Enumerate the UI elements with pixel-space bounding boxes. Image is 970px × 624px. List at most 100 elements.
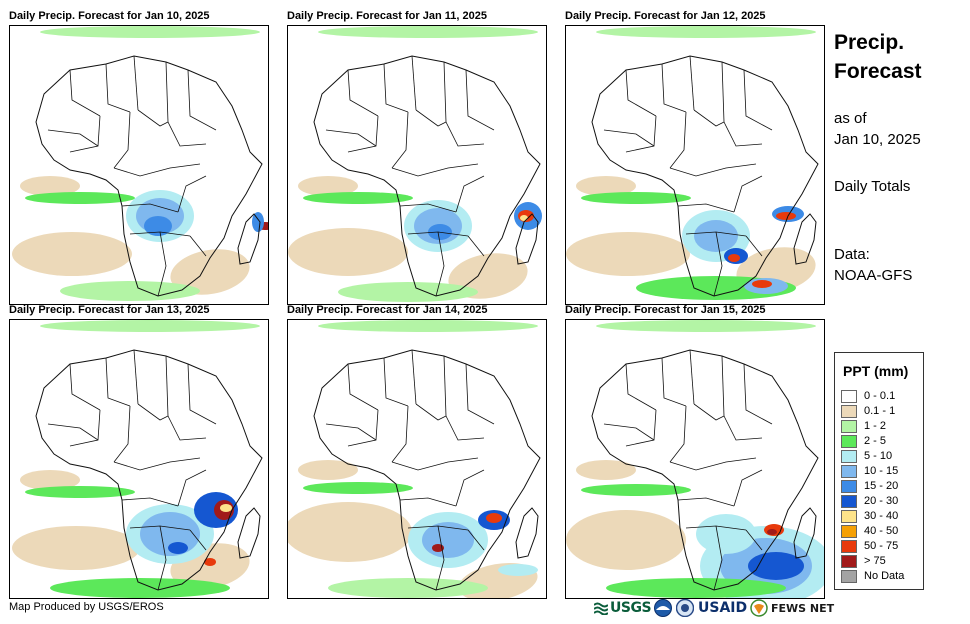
- precip-area: [576, 176, 636, 196]
- country-border: [625, 69, 657, 117]
- precip-area: [576, 460, 636, 480]
- usgs-wave-icon: [594, 602, 608, 615]
- country-border: [399, 497, 457, 507]
- commerce-seal: [676, 597, 694, 619]
- country-border: [745, 235, 763, 257]
- precip-area: [298, 176, 358, 196]
- country-border: [133, 349, 139, 405]
- credit-text: Map Produced by USGS/EROS: [9, 601, 164, 613]
- country-border: [105, 357, 131, 407]
- legend-item: 2 - 5: [841, 434, 921, 448]
- country-border: [121, 203, 179, 213]
- country-border: [693, 109, 725, 127]
- precip-area: [696, 514, 756, 554]
- legend-item: 10 - 15: [841, 464, 921, 478]
- country-border: [455, 175, 485, 213]
- africa-map: [288, 26, 546, 304]
- legend-item: 0 - 0.1: [841, 389, 921, 403]
- legend-item: 50 - 75: [841, 539, 921, 553]
- precip-area: [432, 544, 444, 552]
- country-border: [625, 363, 657, 411]
- country-border: [47, 423, 99, 441]
- legend-swatch: [841, 570, 857, 583]
- precip-area: [776, 212, 796, 220]
- country-border: [167, 121, 207, 147]
- legend-item: 20 - 30: [841, 494, 921, 508]
- legend-item: 40 - 50: [841, 524, 921, 538]
- country-border: [743, 363, 773, 425]
- precip-area: [220, 504, 232, 512]
- legend-item: 1 - 2: [841, 419, 921, 433]
- country-border: [411, 55, 417, 111]
- legend-label: 5 - 10: [864, 450, 893, 462]
- legend-label: 0 - 0.1: [864, 390, 896, 402]
- country-border: [113, 405, 131, 463]
- precip-area: [40, 26, 260, 38]
- forecast-map: [9, 319, 269, 599]
- precip-area: [60, 281, 200, 301]
- sidebar-title-line1: Precip.: [834, 31, 905, 54]
- precip-area: [328, 578, 488, 598]
- country-border: [187, 69, 217, 131]
- precip-area: [288, 502, 412, 562]
- usgs-logo: USGS: [594, 597, 652, 619]
- country-border: [157, 231, 167, 297]
- usgs-text: USGS: [610, 600, 652, 616]
- legend-label: 0.1 - 1: [864, 405, 896, 417]
- precip-area: [288, 228, 408, 276]
- forecast-map: [565, 319, 825, 599]
- legend-swatch: [841, 555, 857, 568]
- country-border: [391, 405, 409, 463]
- precip-area: [168, 542, 188, 554]
- africa-outline: [591, 349, 819, 591]
- usaid-logo: USAID: [698, 597, 747, 619]
- legend-item: 0.1 - 1: [841, 404, 921, 418]
- precip-area: [12, 232, 132, 276]
- precip-area: [144, 216, 172, 236]
- forecast-map: [9, 25, 269, 305]
- panel-title: Daily Precip. Forecast for Jan 14, 2025: [287, 304, 488, 316]
- country-border: [391, 111, 409, 169]
- legend-item: 30 - 40: [841, 509, 921, 523]
- forecast-map: [287, 319, 547, 599]
- country-border: [443, 61, 447, 123]
- country-border: [177, 175, 207, 213]
- precip-area: [606, 578, 786, 598]
- country-border: [661, 357, 687, 407]
- country-border: [165, 355, 169, 417]
- country-border: [603, 423, 655, 441]
- africa-map: [566, 320, 824, 598]
- as-of-block: as of Jan 10, 2025: [834, 108, 964, 150]
- panel-title: Daily Precip. Forecast for Jan 13, 2025: [9, 304, 210, 316]
- legend-swatch: [841, 405, 857, 418]
- legend-swatch: [841, 495, 857, 508]
- legend-item: No Data: [841, 569, 921, 583]
- precip-area: [25, 192, 135, 204]
- africa-outline: [313, 55, 541, 297]
- precip-area: [40, 320, 260, 332]
- madagascar-outline: [515, 213, 539, 265]
- sidebar-title-line2: Forecast: [834, 60, 922, 83]
- forecast-map: [565, 25, 825, 305]
- totals-label: Daily Totals: [834, 178, 911, 195]
- country-border: [435, 231, 445, 297]
- country-border: [415, 109, 447, 127]
- fews-globe-icon: [750, 599, 768, 617]
- legend-label: 15 - 20: [864, 480, 899, 492]
- legend-label: > 75: [864, 555, 886, 567]
- precip-area: [520, 215, 528, 221]
- as-of-label: as of: [834, 110, 867, 127]
- country-border: [467, 529, 485, 551]
- precip-area: [694, 220, 738, 252]
- country-border: [713, 231, 723, 297]
- country-border: [113, 111, 131, 169]
- legend-label: 1 - 2: [864, 420, 887, 432]
- noaa-logo: [654, 597, 672, 619]
- country-border: [69, 69, 101, 117]
- africa-outline: [313, 349, 541, 591]
- country-border: [391, 163, 479, 177]
- country-border: [435, 525, 445, 591]
- country-border: [465, 363, 495, 425]
- precip-area: [581, 192, 691, 204]
- legend: PPT (mm) 0 - 0.1 0.1 - 1 1 - 2 2 - 5 5 - 10 1…: [834, 352, 924, 590]
